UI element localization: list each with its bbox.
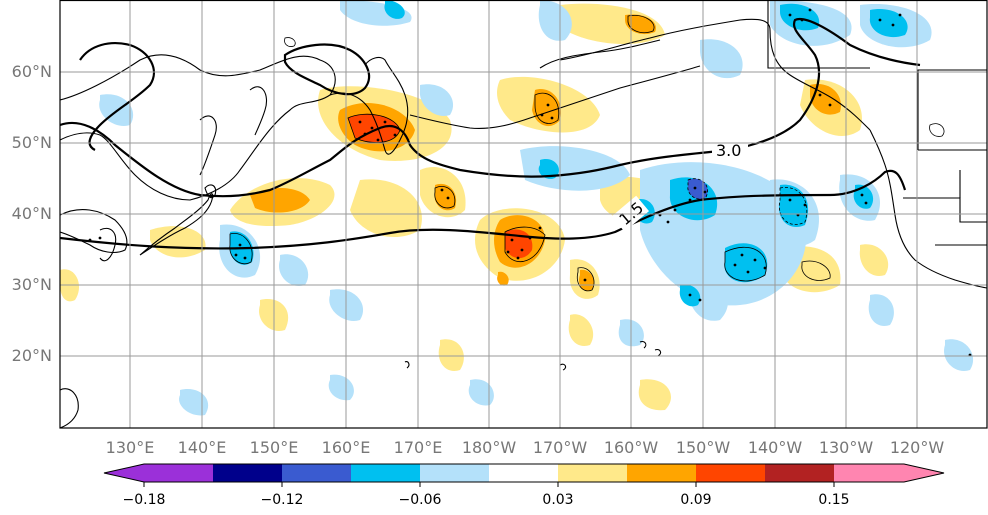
colorbar-segment-1 — [144, 464, 213, 482]
contour-lines — [60, 17, 921, 250]
colorbar-segment-11 — [834, 464, 904, 482]
lat-label-40n: 40°N — [12, 204, 52, 223]
lon-label-140e: 140°E — [178, 438, 227, 457]
lat-label-30n: 30°N — [12, 275, 52, 294]
colorbar-segment-7 — [558, 464, 627, 482]
colorbar-label-0-03: 0.03 — [542, 492, 573, 508]
colorbar: −0.18 −0.12 −0.06 0.03 0.09 0.15 — [103, 463, 945, 508]
colorbar-label-0-09: 0.09 — [680, 492, 711, 508]
significance-stipple — [88, 8, 972, 357]
colorbar-label-0-15: 0.15 — [818, 492, 849, 508]
lon-label-140w: 140°W — [748, 438, 803, 457]
colorbar-segment-5 — [420, 464, 489, 482]
lon-label-160e: 160°E — [322, 438, 371, 457]
contour-line-1-5 — [60, 169, 907, 250]
colorbar-segment-4 — [351, 464, 420, 482]
graticule — [60, 0, 987, 428]
colorbar-label-neg-0-18: −0.18 — [123, 492, 166, 508]
contour-label-3-0: 3.0 — [716, 141, 741, 160]
lon-label-120w: 120°W — [890, 438, 945, 457]
lon-label-130e: 130°E — [106, 438, 155, 457]
colorbar-segment-3 — [282, 464, 351, 482]
colorbar-segment-8 — [627, 464, 696, 482]
latitude-labels: 60°N 50°N 40°N 30°N 20°N — [12, 62, 52, 365]
lon-label-160w: 160°W — [604, 438, 659, 457]
colorbar-segment-6 — [489, 464, 558, 482]
colorbar-segment-9 — [696, 464, 765, 482]
lat-label-20n: 20°N — [12, 346, 52, 365]
colorbar-min-extension — [104, 464, 144, 482]
lon-label-170w: 170°W — [533, 438, 588, 457]
colorbar-label-neg-0-06: −0.06 — [399, 492, 442, 508]
colorbar-label-neg-0-12: −0.12 — [261, 492, 304, 508]
coastlines — [60, 0, 987, 428]
colorbar-segment-10 — [765, 464, 834, 482]
lon-label-150w: 150°W — [676, 438, 731, 457]
lon-label-150e: 150°E — [250, 438, 299, 457]
lon-label-130w: 130°W — [819, 438, 874, 457]
lat-label-60n: 60°N — [12, 62, 52, 81]
colorbar-segment-2 — [213, 464, 282, 482]
lon-label-170e: 170°E — [394, 438, 443, 457]
map-frame — [59, 0, 988, 429]
longitude-labels: 130°E 140°E 150°E 160°E 170°E 180°W 170°… — [106, 438, 945, 457]
lon-label-180w: 180°W — [462, 438, 517, 457]
colorbar-max-extension — [904, 464, 944, 482]
lat-label-50n: 50°N — [12, 133, 52, 152]
